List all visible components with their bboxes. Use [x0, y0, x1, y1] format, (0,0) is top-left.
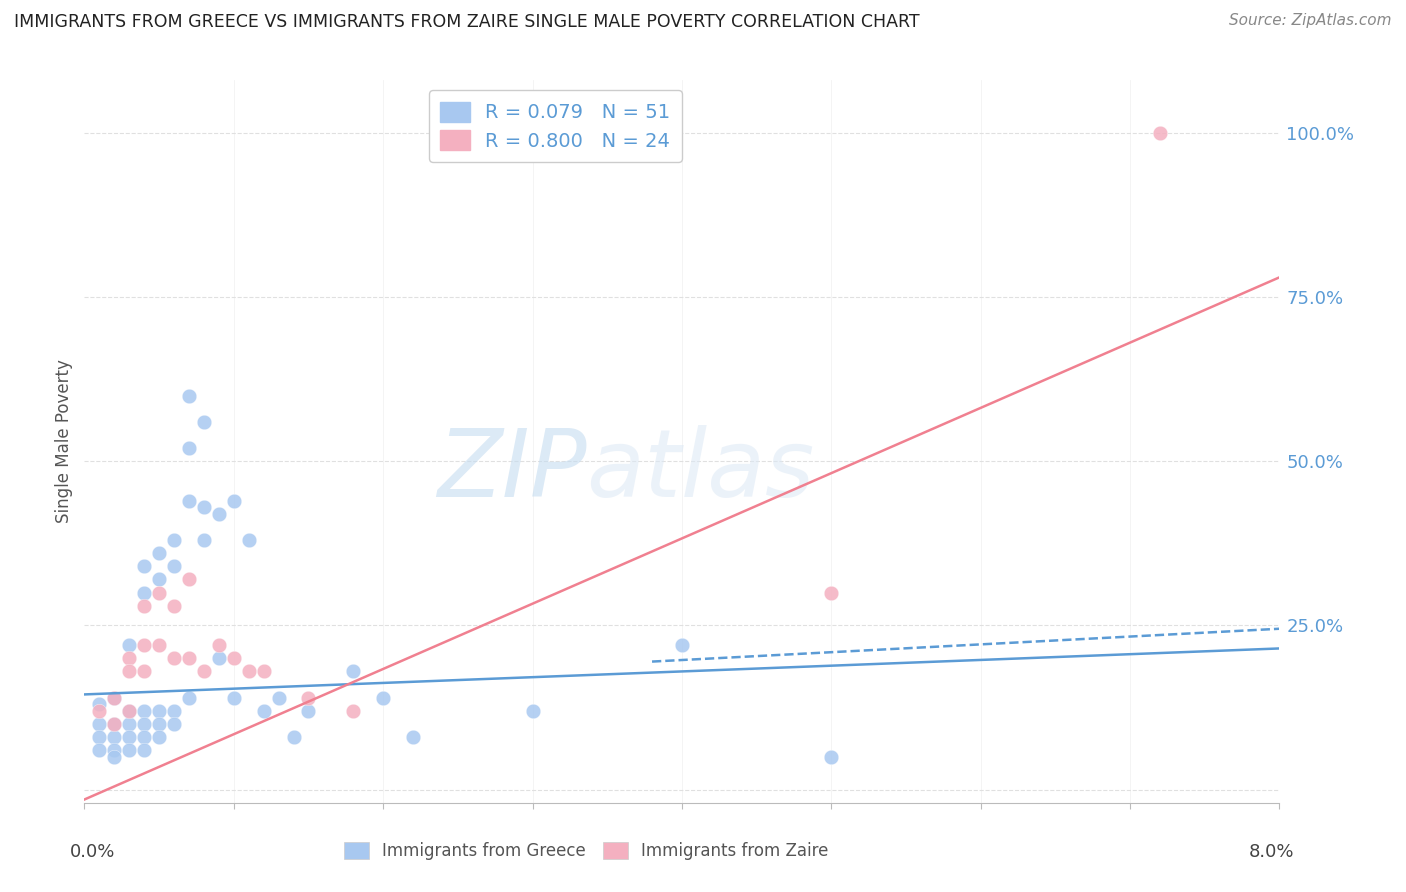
Text: 0.0%: 0.0%	[69, 843, 115, 861]
Point	[208, 651, 231, 665]
Point	[253, 704, 276, 718]
Point	[342, 665, 364, 679]
Text: IMMIGRANTS FROM GREECE VS IMMIGRANTS FROM ZAIRE SINGLE MALE POVERTY CORRELATION : IMMIGRANTS FROM GREECE VS IMMIGRANTS FRO…	[14, 13, 920, 31]
Point	[163, 717, 186, 731]
Point	[118, 704, 141, 718]
Point	[118, 665, 141, 679]
Point	[820, 749, 842, 764]
Point	[208, 638, 231, 652]
Y-axis label: Single Male Poverty: Single Male Poverty	[55, 359, 73, 524]
Point	[103, 749, 125, 764]
Point	[103, 730, 125, 744]
Point	[222, 651, 245, 665]
Point	[671, 638, 693, 652]
Point	[132, 585, 156, 599]
Point	[373, 690, 395, 705]
Point	[522, 704, 544, 718]
Text: atlas: atlas	[586, 425, 814, 516]
Point	[118, 651, 141, 665]
Point	[89, 743, 111, 757]
Point	[342, 704, 364, 718]
Point	[148, 638, 170, 652]
Point	[193, 533, 215, 547]
Point	[1149, 126, 1171, 140]
Point	[132, 559, 156, 574]
Point	[163, 533, 186, 547]
Point	[177, 441, 200, 455]
Text: ZIP: ZIP	[437, 425, 586, 516]
Point	[132, 743, 156, 757]
Point	[132, 730, 156, 744]
Point	[132, 638, 156, 652]
Point	[118, 638, 141, 652]
Point	[177, 573, 200, 587]
Point	[132, 665, 156, 679]
Point	[148, 546, 170, 560]
Point	[148, 585, 170, 599]
Point	[253, 665, 276, 679]
Point	[222, 690, 245, 705]
Point	[238, 665, 260, 679]
Point	[163, 599, 186, 613]
Point	[163, 559, 186, 574]
Point	[163, 704, 186, 718]
Point	[238, 533, 260, 547]
Point	[177, 388, 200, 402]
Point	[89, 704, 111, 718]
Point	[163, 651, 186, 665]
Text: 8.0%: 8.0%	[1249, 843, 1295, 861]
Point	[222, 493, 245, 508]
Point	[89, 730, 111, 744]
Point	[177, 651, 200, 665]
Point	[177, 493, 200, 508]
Point	[118, 717, 141, 731]
Point	[103, 690, 125, 705]
Point	[118, 730, 141, 744]
Legend: Immigrants from Greece, Immigrants from Zaire: Immigrants from Greece, Immigrants from …	[337, 835, 835, 867]
Point	[118, 704, 141, 718]
Point	[89, 698, 111, 712]
Point	[103, 717, 125, 731]
Point	[103, 717, 125, 731]
Point	[89, 717, 111, 731]
Point	[267, 690, 290, 705]
Point	[820, 585, 842, 599]
Point	[148, 704, 170, 718]
Point	[283, 730, 305, 744]
Point	[193, 415, 215, 429]
Point	[132, 717, 156, 731]
Point	[193, 500, 215, 515]
Point	[297, 690, 319, 705]
Text: Source: ZipAtlas.com: Source: ZipAtlas.com	[1229, 13, 1392, 29]
Point	[177, 690, 200, 705]
Point	[132, 599, 156, 613]
Point	[193, 665, 215, 679]
Point	[148, 573, 170, 587]
Point	[103, 690, 125, 705]
Point	[297, 704, 319, 718]
Point	[103, 743, 125, 757]
Point	[132, 704, 156, 718]
Point	[148, 730, 170, 744]
Point	[148, 717, 170, 731]
Point	[402, 730, 425, 744]
Point	[118, 743, 141, 757]
Point	[208, 507, 231, 521]
